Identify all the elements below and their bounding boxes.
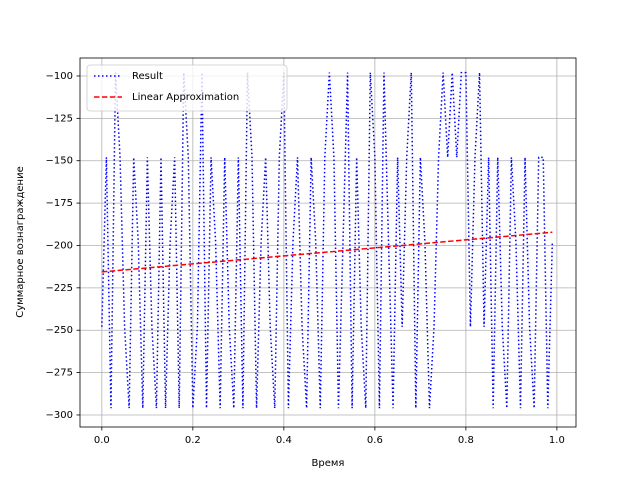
y-tick-label: −300 xyxy=(46,410,73,421)
legend-label: Result xyxy=(132,71,163,82)
legend-box xyxy=(86,64,288,112)
x-tick-label: 0.4 xyxy=(276,435,292,446)
x-tick-label: 1.0 xyxy=(549,435,565,446)
y-tick-label: −200 xyxy=(46,240,73,251)
y-axis-label: Суммарное вознаграждение xyxy=(15,166,26,317)
y-tick-label: −250 xyxy=(46,325,73,336)
x-tick-label: 0.6 xyxy=(367,435,383,446)
y-tick-label: −100 xyxy=(46,71,73,82)
y-tick-label: −175 xyxy=(46,198,73,209)
y-tick-label: −125 xyxy=(46,113,73,124)
y-tick-label: −275 xyxy=(46,368,73,379)
x-tick-label: 0.8 xyxy=(458,435,474,446)
x-axis-label: Время xyxy=(312,458,345,469)
y-tick-label: −225 xyxy=(46,283,73,294)
plot-frame xyxy=(79,57,577,428)
x-tick-label: 0.2 xyxy=(185,435,201,446)
legend-label: Linear Approximation xyxy=(132,92,239,103)
data-line xyxy=(101,231,553,273)
x-tick-label: 0.0 xyxy=(94,435,110,446)
y-tick-label: −150 xyxy=(46,156,73,167)
